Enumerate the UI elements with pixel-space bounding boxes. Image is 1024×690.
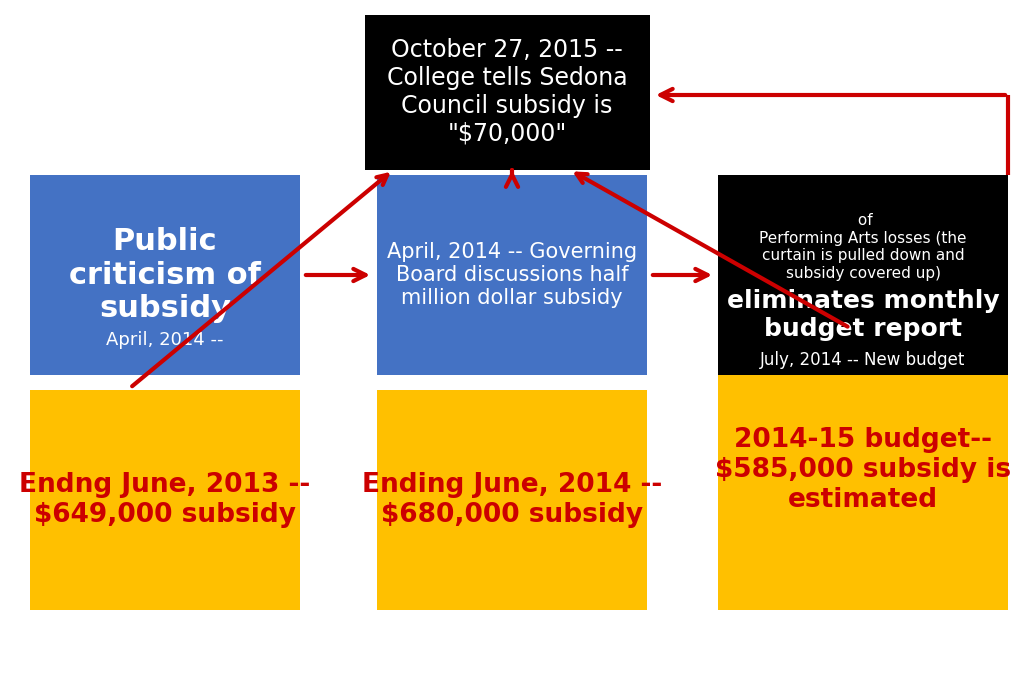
Text: Public
criticism of
subsidy: Public criticism of subsidy (69, 227, 261, 323)
FancyBboxPatch shape (365, 15, 650, 170)
Text: of
Performing Arts losses (the
curtain is pulled down and
subsidy covered up): of Performing Arts losses (the curtain i… (759, 213, 967, 281)
FancyBboxPatch shape (30, 175, 300, 375)
FancyBboxPatch shape (377, 175, 647, 375)
Text: July, 2014 -- New budget: July, 2014 -- New budget (760, 351, 966, 369)
Text: October 27, 2015 --
College tells Sedona
Council subsidy is
"$70,000": October 27, 2015 -- College tells Sedona… (387, 39, 628, 146)
FancyBboxPatch shape (718, 330, 1008, 610)
Text: Endng June, 2013 --
$649,000 subsidy: Endng June, 2013 -- $649,000 subsidy (19, 472, 310, 528)
FancyBboxPatch shape (377, 390, 647, 610)
FancyBboxPatch shape (718, 175, 1008, 375)
Text: Ending June, 2014 --
$680,000 subsidy: Ending June, 2014 -- $680,000 subsidy (361, 472, 663, 528)
Text: eliminates monthly
budget report: eliminates monthly budget report (727, 289, 999, 341)
Text: April, 2014 -- Governing
Board discussions half
million dollar subsidy: April, 2014 -- Governing Board discussio… (387, 241, 637, 308)
Text: April, 2014 --: April, 2014 -- (106, 331, 224, 349)
Text: 2014-15 budget--
$585,000 subsidy is
estimated: 2014-15 budget-- $585,000 subsidy is est… (715, 427, 1011, 513)
FancyBboxPatch shape (30, 390, 300, 610)
